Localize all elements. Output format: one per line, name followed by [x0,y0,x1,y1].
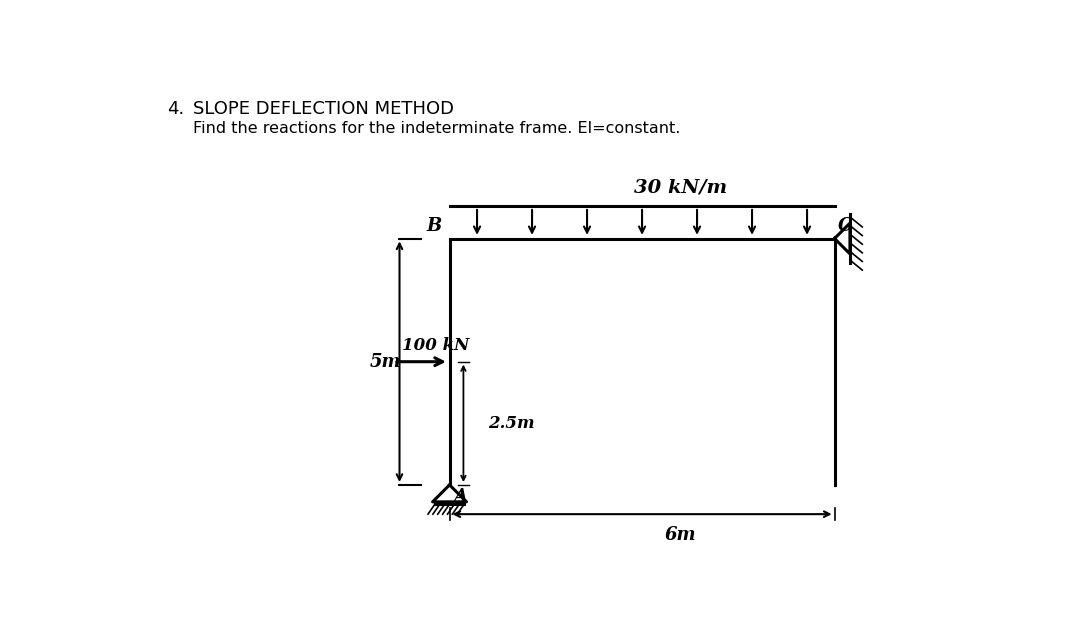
Text: 30 kN/m: 30 kN/m [634,179,727,197]
Text: 2.5m: 2.5m [488,415,535,432]
Text: C: C [838,218,852,236]
Text: 6m: 6m [665,525,697,544]
Text: A: A [454,488,468,506]
Text: SLOPE DEFLECTION METHOD: SLOPE DEFLECTION METHOD [193,100,454,118]
Text: B: B [427,218,442,236]
Text: Find the reactions for the indeterminate frame. El=constant.: Find the reactions for the indeterminate… [193,122,680,136]
Text: 4.: 4. [167,100,185,118]
Text: 5m: 5m [369,353,402,371]
Text: 100 kN: 100 kN [402,337,469,354]
